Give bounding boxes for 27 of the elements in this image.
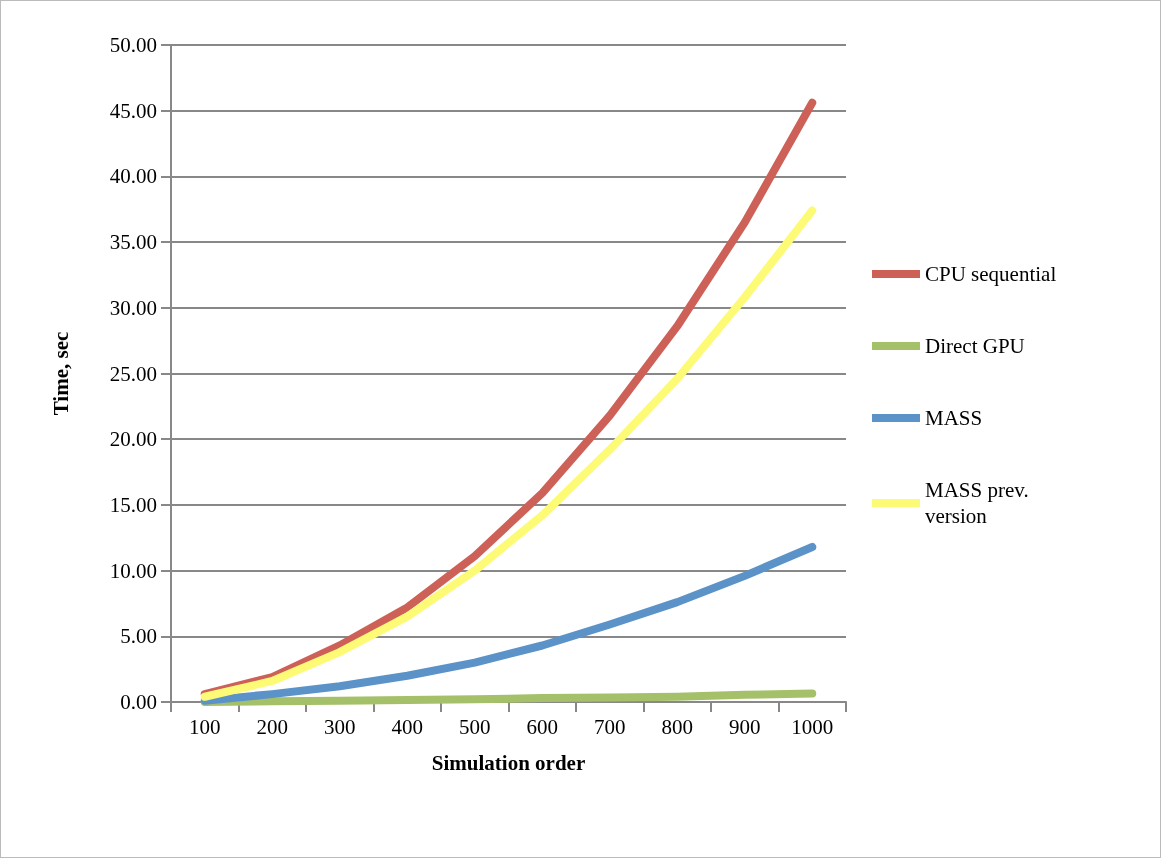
y-tick-label: 15.00 <box>109 492 157 517</box>
x-tick-label: 900 <box>729 714 761 739</box>
x-tick-label: 700 <box>594 714 626 739</box>
x-tick-label: 1000 <box>791 714 834 739</box>
y-tick-label: 40.00 <box>109 164 157 189</box>
x-tick-label: 500 <box>459 714 491 739</box>
y-tick-label: 10.00 <box>109 558 157 583</box>
legend-label: Direct GPU <box>925 334 1025 358</box>
y-tick-label: 50.00 <box>109 33 157 57</box>
x-tick-label: 400 <box>391 714 423 739</box>
x-tick-label: 600 <box>526 714 558 739</box>
legend-label: MASS <box>925 406 983 430</box>
x-tick-label: 200 <box>256 714 288 739</box>
x-tick-label: 800 <box>661 714 693 739</box>
y-axis-title: Time, sec <box>48 331 73 416</box>
y-tick-label: 20.00 <box>109 427 157 452</box>
y-tick-label: 5.00 <box>120 624 157 649</box>
y-tick-label: 35.00 <box>109 230 157 255</box>
x-tick-label: 300 <box>324 714 356 739</box>
legend-label: CPU sequential <box>925 262 1057 286</box>
y-tick-label: 30.00 <box>109 295 157 320</box>
x-axis-title: Simulation order <box>431 750 586 775</box>
y-tick-label: 0.00 <box>120 690 157 714</box>
y-tick-label: 45.00 <box>109 98 157 123</box>
x-tick-label: 100 <box>189 714 221 739</box>
legend-label: MASS prev. version <box>925 478 1034 528</box>
y-tick-label: 25.00 <box>109 361 157 386</box>
